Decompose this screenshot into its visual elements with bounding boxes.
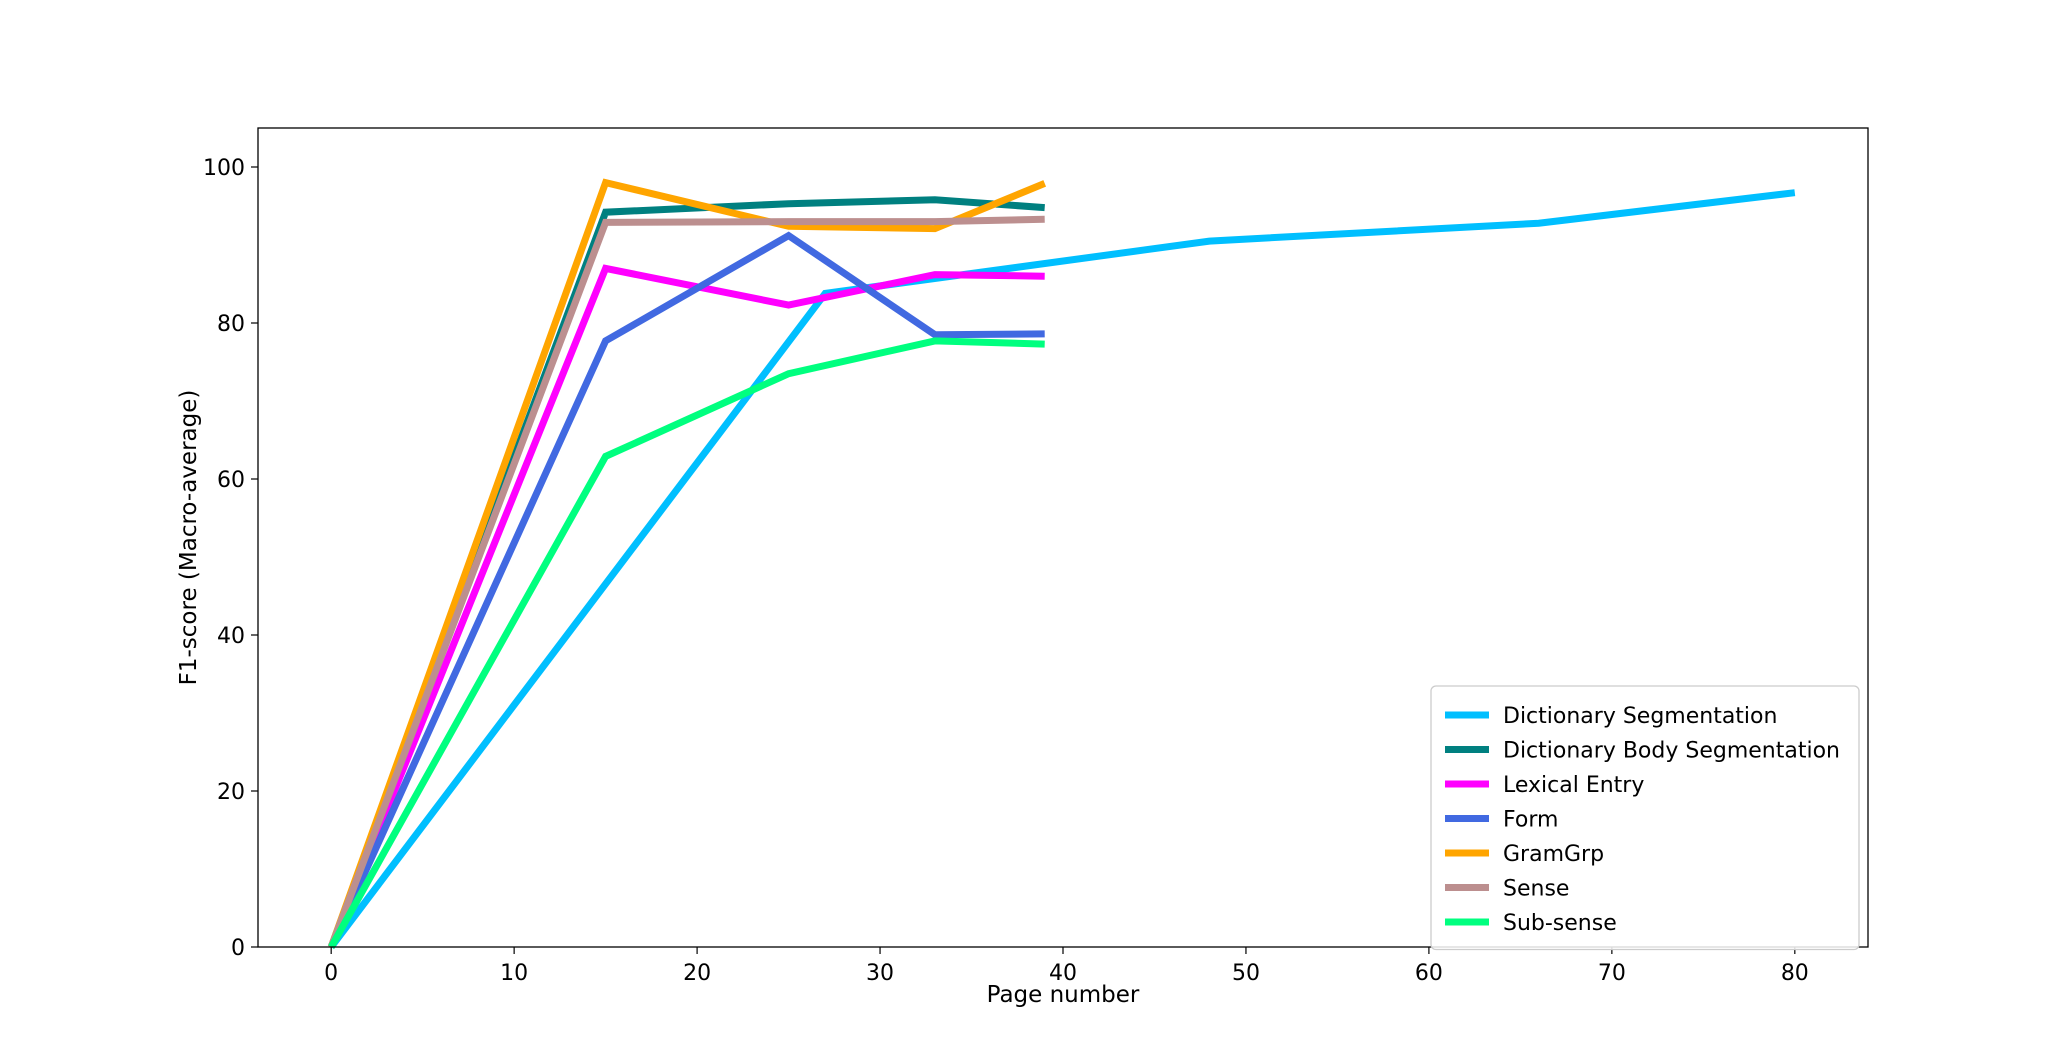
- legend-label-sub-sense: Sub-sense: [1503, 911, 1617, 936]
- y-axis-label: F1-score (Macro-average): [176, 390, 202, 686]
- y-tick-label: 20: [217, 780, 245, 805]
- x-axis-label: Page number: [987, 982, 1140, 1008]
- y-tick-label: 40: [217, 624, 245, 649]
- x-tick-label: 70: [1598, 961, 1626, 986]
- x-tick-label: 0: [324, 961, 338, 986]
- y-axis: 0 20 40 60 80 100: [203, 156, 258, 961]
- y-tick-label: 100: [203, 156, 245, 181]
- series-line-lexical-entry: [327, 264, 1045, 949]
- legend-label-dictionary-segmentation: Dictionary Segmentation: [1503, 704, 1777, 729]
- y-tick-label: 0: [231, 936, 245, 961]
- legend-label-lexical-entry: Lexical Entry: [1503, 773, 1644, 798]
- series-line-gramgrp: [327, 178, 1047, 949]
- series-line-form: [328, 231, 1045, 949]
- x-tick-label: 10: [500, 961, 528, 986]
- legend-label-dictionary-body-segmentation: Dictionary Body Segmentation: [1503, 739, 1840, 764]
- y-tick-label: 60: [217, 468, 245, 493]
- x-tick-label: 20: [683, 961, 711, 986]
- x-tick-label: 50: [1232, 961, 1260, 986]
- y-tick-label: 80: [217, 312, 245, 337]
- series-line-sense: [327, 215, 1045, 949]
- legend-label-form: Form: [1503, 808, 1558, 833]
- series-line-sub-sense: [328, 337, 1045, 949]
- plot-lines: [327, 178, 1796, 950]
- legend-box: [1430, 685, 1860, 951]
- x-tick-label: 60: [1415, 961, 1443, 986]
- x-tick-label: 80: [1781, 961, 1809, 986]
- legend: Dictionary Segmentation Dictionary Body S…: [1430, 685, 1860, 951]
- x-tick-label: 30: [866, 961, 894, 986]
- x-axis: 0 10 20 30 40 50 60 70 80: [324, 947, 1809, 986]
- legend-label-sense: Sense: [1503, 877, 1569, 902]
- series-line-dictionary-segmentation: [328, 189, 1796, 950]
- x-tick-label: 40: [1049, 961, 1077, 986]
- legend-label-gramgrp: GramGrp: [1503, 842, 1604, 867]
